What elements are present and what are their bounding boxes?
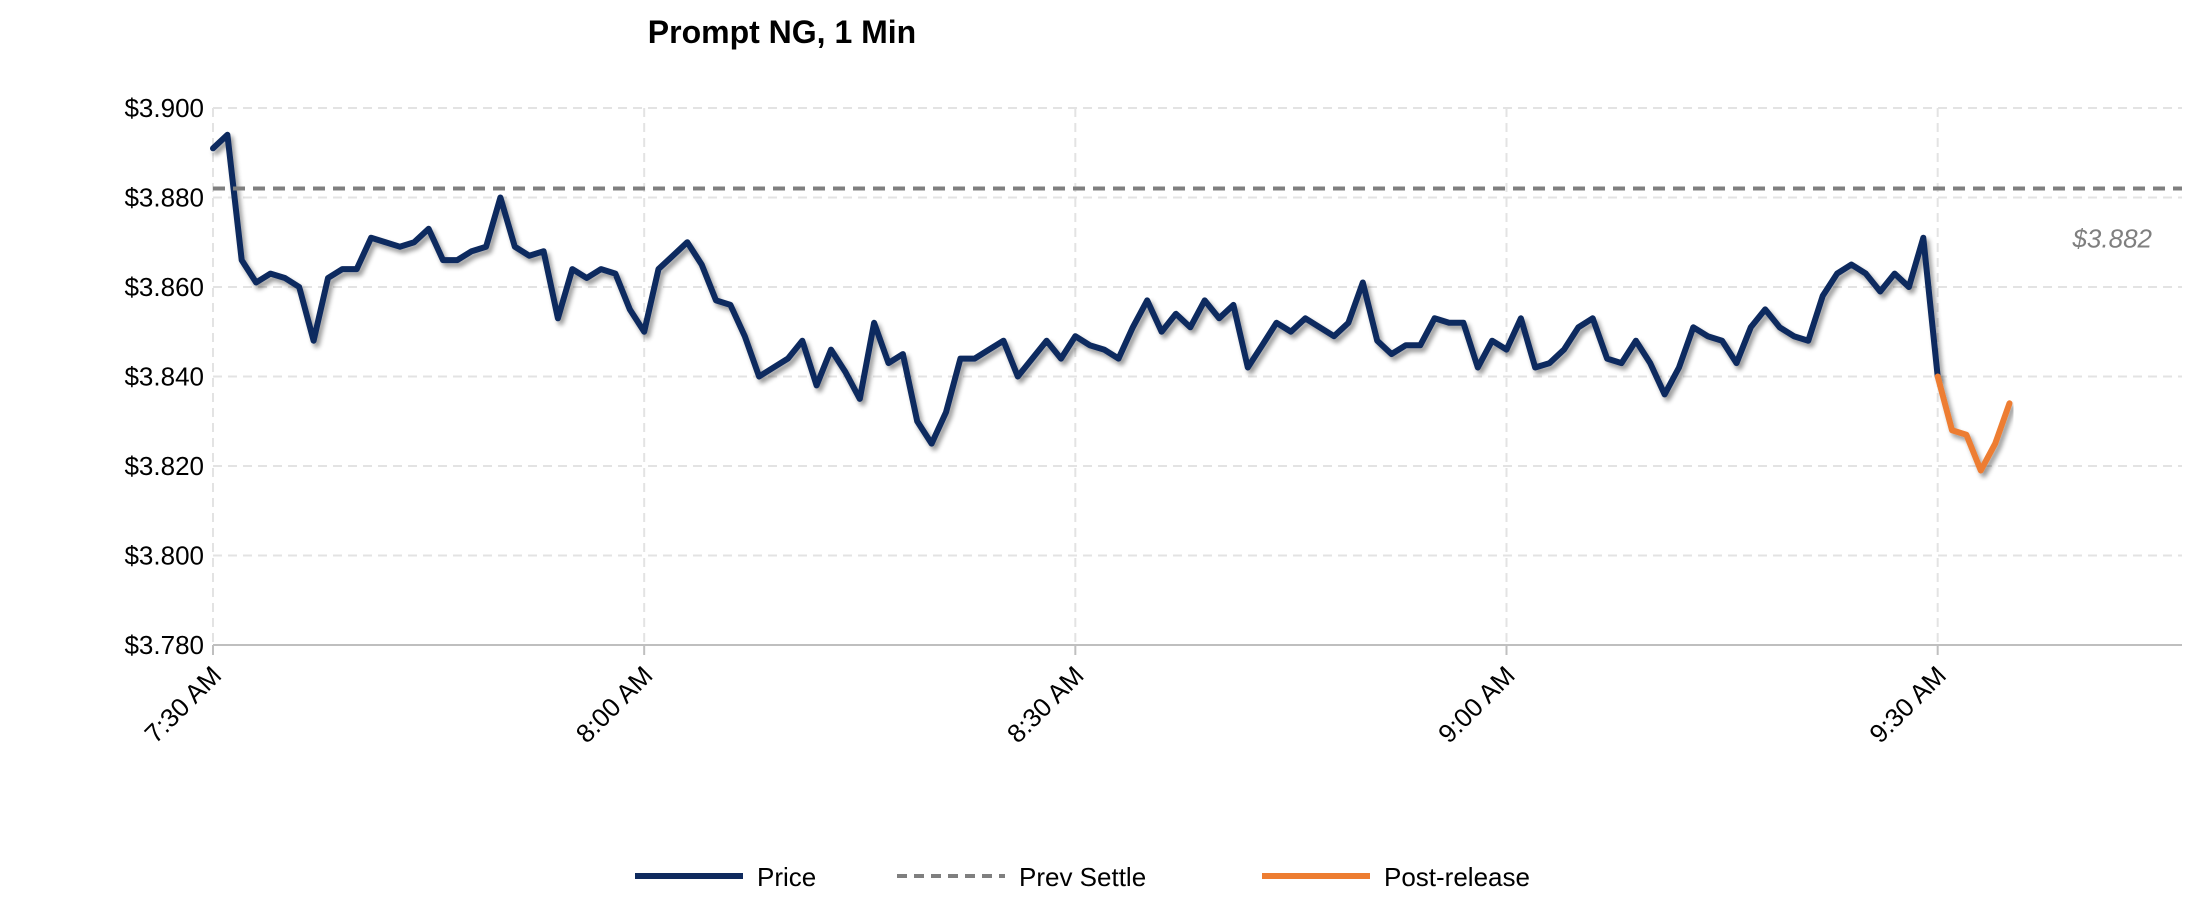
legend-label: Price: [757, 862, 816, 892]
y-tick-label: $3.880: [124, 183, 204, 213]
x-tick-label: 9:00 AM: [1432, 660, 1521, 749]
x-tick-label: 8:00 AM: [570, 660, 659, 749]
prev-settle-annotation: $3.882: [2071, 224, 2152, 254]
tick-labels: $3.780 $3.800 $3.820 $3.840 $3.860 $3.880 $3.9…: [124, 93, 2152, 749]
x-tick-label: 8:30 AM: [1001, 660, 1090, 749]
series-line-post-release: [1934, 373, 2013, 474]
x-tick-label: 7:30 AM: [139, 660, 228, 749]
legend-label: Prev Settle: [1019, 862, 1146, 892]
series-line-price: [210, 131, 1941, 447]
plot-area: [210, 131, 2182, 474]
gridlines: [212, 107, 2182, 645]
x-tick-label: 9:30 AM: [1863, 660, 1952, 749]
y-tick-label: $3.900: [124, 93, 204, 123]
y-tick-label: $3.840: [124, 362, 204, 392]
legend: Price Prev Settle Post-release: [635, 862, 1530, 892]
axes: [212, 644, 2182, 655]
y-tick-label: $3.780: [124, 630, 204, 660]
legend-label: Post-release: [1384, 862, 1530, 892]
y-tick-label: $3.800: [124, 541, 204, 571]
y-tick-label: $3.820: [124, 451, 204, 481]
y-tick-label: $3.860: [124, 272, 204, 302]
chart-title: Prompt NG, 1 Min: [647, 14, 917, 50]
